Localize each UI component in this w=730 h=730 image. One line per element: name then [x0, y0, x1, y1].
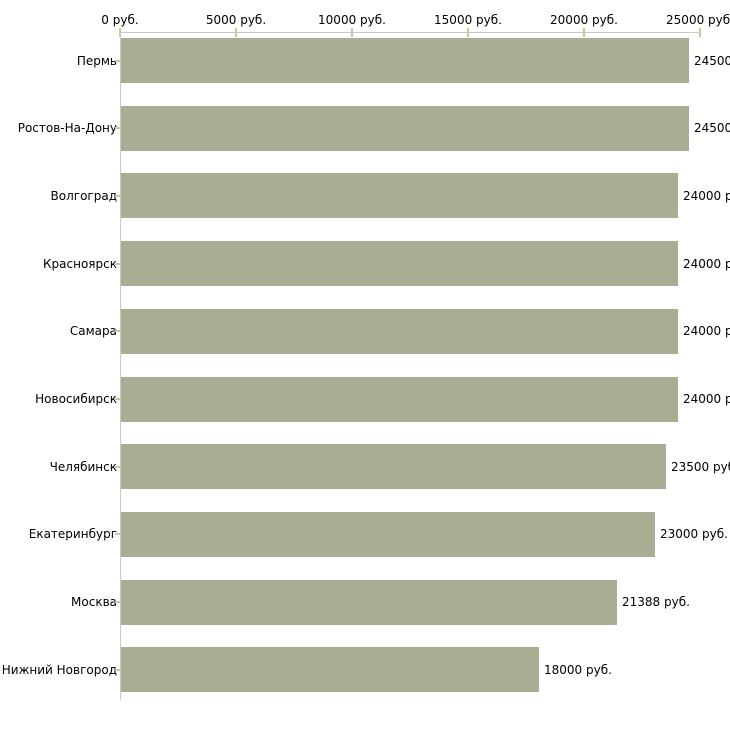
x-axis-tick-label: 25000 руб.: [666, 13, 730, 27]
category-label: Волгоград: [50, 188, 117, 203]
category-label: Челябинск: [49, 459, 117, 474]
x-axis-line: [120, 32, 701, 33]
x-axis-tick-mark: [583, 28, 585, 37]
x-axis-tick-label: 15000 руб.: [434, 13, 502, 27]
category-label: Пермь: [76, 53, 117, 68]
category-label: Нижний Новгород: [1, 662, 117, 677]
value-label: 21388 руб.: [622, 595, 690, 610]
bar: [121, 173, 678, 219]
bar: [121, 647, 539, 693]
category-tick-mark: [115, 398, 120, 400]
category-label: Самара: [69, 324, 117, 339]
value-label: 24000 руб.: [683, 324, 730, 339]
category-tick-mark: [115, 601, 120, 604]
bar: [121, 444, 666, 490]
category-label: Ростов-На-Дону: [17, 121, 117, 136]
value-label: 23500 руб.: [671, 459, 730, 474]
category-label: Красноярск: [43, 256, 117, 271]
bar: [121, 511, 655, 557]
x-axis-tick-mark: [119, 28, 121, 37]
x-axis-tick-label: 20000 руб.: [550, 13, 618, 27]
bar: [121, 105, 689, 151]
value-label: 24000 руб.: [683, 256, 730, 271]
value-label: 24000 руб.: [683, 188, 730, 203]
bar: [121, 38, 689, 83]
category-tick-mark: [115, 127, 120, 130]
value-label: 24500 руб.: [694, 53, 730, 68]
category-label: Екатеринбург: [28, 527, 117, 542]
bar: [121, 241, 678, 287]
category-label: Новосибирск: [35, 392, 117, 406]
category-tick-mark: [115, 465, 120, 468]
x-axis-tick-mark: [699, 28, 701, 37]
value-label: 24000 руб.: [683, 392, 730, 406]
bar: [121, 579, 617, 625]
category-label: Москва: [71, 595, 117, 610]
category-tick-mark: [115, 533, 120, 536]
y-axis-line: [120, 32, 121, 700]
category-tick-mark: [115, 262, 120, 265]
x-axis-tick-label: 0 руб.: [101, 13, 139, 27]
category-tick-mark: [115, 668, 120, 671]
x-axis-tick-mark: [467, 28, 469, 37]
x-axis-tick-label: 10000 руб.: [318, 13, 386, 27]
bar: [121, 376, 678, 422]
x-axis-tick-mark: [351, 28, 353, 37]
value-label: 23000 руб.: [660, 527, 728, 542]
x-axis-tick-label: 5000 руб.: [205, 13, 267, 27]
value-label: 18000 руб.: [544, 662, 612, 677]
category-tick-mark: [115, 59, 120, 62]
bar: [121, 308, 678, 354]
category-tick-mark: [115, 194, 120, 197]
value-label: 24500 руб.: [694, 121, 730, 136]
x-axis-tick-mark: [235, 28, 237, 37]
category-tick-mark: [115, 330, 120, 333]
